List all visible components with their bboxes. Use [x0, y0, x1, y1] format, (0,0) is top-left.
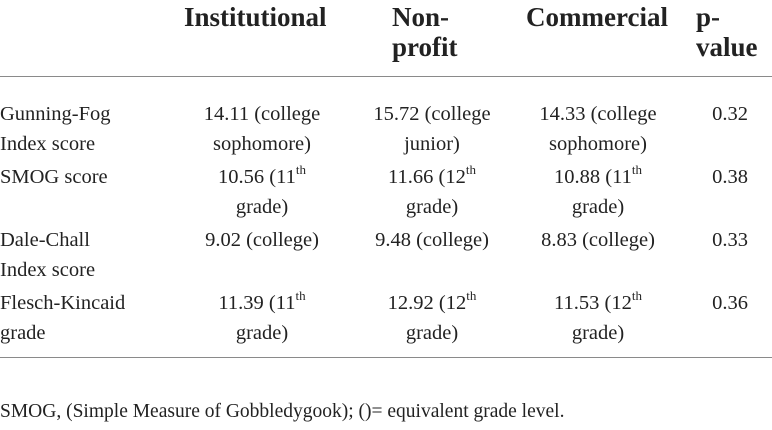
cell-p-value: 0.36 [688, 285, 772, 358]
table-footnote: SMOG, (Simple Measure of Gobbledygook); … [0, 401, 565, 422]
header-commercial: Commercial [526, 2, 668, 32]
row-label: Dale-Chall Index score [0, 229, 96, 281]
table-row: Flesch-Kincaid grade 11.39 (11th grade) … [0, 285, 772, 358]
table-row: Dale-Chall Index score 9.02 (college) 9.… [0, 222, 772, 285]
table-body: Gunning-Fog Index score 14.11 (college s… [0, 76, 772, 358]
cell-commercial: 14.33 (college sophomore) [508, 76, 688, 159]
cell-institutional: 11.39 (11th grade) [168, 285, 356, 358]
header-blank [0, 0, 168, 77]
table-header: Institutional Non- profit Commercial p- … [0, 0, 772, 77]
header-p-value: p- value [696, 2, 758, 62]
table-row: Gunning-Fog Index score 14.11 (college s… [0, 76, 772, 159]
cell-institutional: 9.02 (college) [205, 229, 319, 251]
cell-non-profit: 9.48 (college) [375, 229, 489, 251]
cell-p-value: 0.38 [712, 166, 748, 188]
cell-non-profit: 12.92 (12th grade) [356, 285, 508, 358]
header-institutional: Institutional [184, 2, 327, 32]
cell-non-profit: 15.72 (college junior) [356, 76, 508, 159]
cell-commercial: 10.88 (11th grade) [554, 162, 642, 218]
readability-table: Institutional Non- profit Commercial p- … [0, 0, 772, 358]
row-label: SMOG score [0, 166, 108, 188]
row-label: Gunning-Fog Index score [0, 76, 168, 159]
header-row: Institutional Non- profit Commercial p- … [0, 0, 772, 77]
row-label: Flesch-Kincaid grade [0, 285, 168, 358]
cell-commercial: 11.53 (12th grade) [508, 285, 688, 358]
cell-institutional: 14.11 (college sophomore) [168, 76, 356, 159]
cell-p-value: 0.32 [688, 76, 772, 159]
table-row: SMOG score 10.56 (11th grade) 11.66 (12t… [0, 159, 772, 222]
cell-non-profit: 11.66 (12th grade) [388, 162, 476, 218]
cell-commercial: 8.83 (college) [541, 229, 655, 251]
cell-institutional: 10.56 (11th grade) [218, 162, 306, 218]
header-non-profit: Non- profit [392, 2, 458, 62]
cell-p-value: 0.33 [712, 229, 748, 251]
